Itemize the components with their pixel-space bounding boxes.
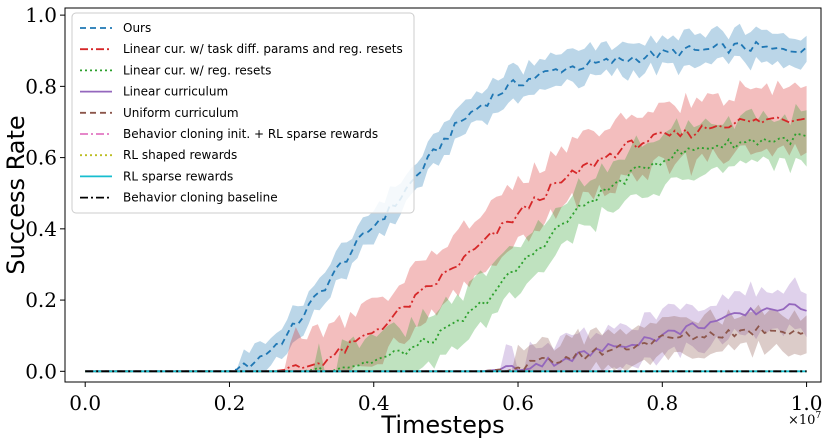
legend-box — [71, 12, 415, 214]
x-tick-label: 0.0 — [69, 391, 101, 415]
series-lines — [85, 40, 808, 373]
y-tick-label: 0.2 — [25, 288, 57, 312]
legend-label-1: Linear cur. w/ task diff. params and reg… — [123, 42, 403, 56]
x-tick-label: 0.4 — [358, 391, 390, 415]
x-axis-label: Timesteps — [380, 411, 504, 439]
legend: Ours Linear cur. w/ task diff. params and… — [71, 12, 415, 214]
band-1 — [85, 80, 807, 372]
legend-label-7: RL sparse rewards — [123, 169, 233, 183]
y-tick-label: 0.0 — [25, 359, 57, 383]
legend-label-2: Linear cur. w/ reg. resets — [123, 63, 271, 77]
series-line-2 — [85, 132, 807, 373]
y-tick-label: 1.0 — [25, 3, 57, 27]
legend-label-3: Linear curriculum — [123, 85, 228, 99]
legend-label-6: RL shaped rewards — [123, 148, 237, 162]
legend-label-0: Ours — [123, 21, 151, 35]
x-axis-ticks: 0.0 0.2 0.4 0.6 0.8 1.0 — [69, 382, 822, 415]
y-axis-ticks: 0.0 0.2 0.4 0.6 0.8 1.0 — [25, 3, 65, 383]
y-tick-label: 0.6 — [25, 146, 57, 170]
x-tick-label: 0.2 — [214, 391, 246, 415]
legend-label-4: Uniform curriculum — [123, 106, 239, 120]
plot-frame — [64, 7, 822, 383]
y-tick-label: 0.4 — [25, 217, 57, 241]
y-axis-label: Success Rate — [2, 115, 30, 274]
band-2 — [85, 103, 807, 372]
y-tick-label: 0.8 — [25, 74, 57, 98]
band-4 — [85, 304, 807, 372]
x-multiplier-label: ×107 — [788, 411, 821, 428]
x-tick-label: 1.0 — [791, 391, 823, 415]
legend-label-5: Behavior cloning init. + RL sparse rewar… — [123, 127, 378, 141]
x-tick-label: 0.8 — [646, 391, 678, 415]
x-tick-label: 0.6 — [502, 391, 534, 415]
legend-label-8: Behavior cloning baseline — [123, 191, 278, 205]
